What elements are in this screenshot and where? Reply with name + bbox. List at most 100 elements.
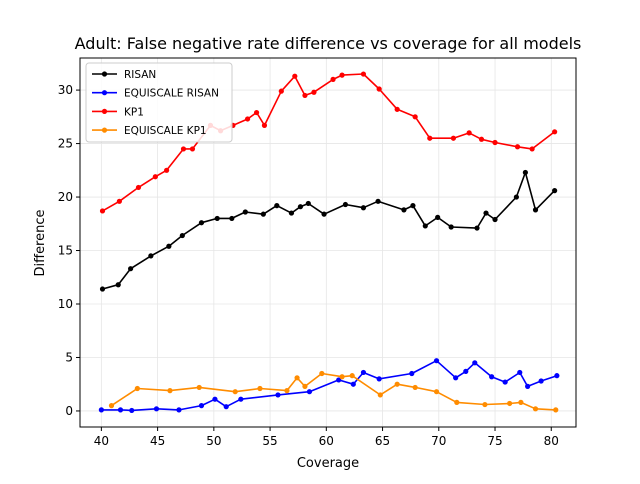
data-point-equiscale-risan (538, 378, 544, 384)
data-point-equiscale-risan (489, 374, 495, 380)
y-tick-label: 15 (58, 244, 73, 258)
data-point-risan (435, 214, 441, 220)
data-point-equiscale-kp1 (108, 403, 115, 409)
data-point-equiscale-risan (117, 407, 124, 413)
series-kp1 (99, 71, 558, 214)
legend-item-kp1: KP1 (92, 106, 144, 118)
plot-area-frame (79, 57, 577, 428)
data-point-risan (198, 220, 205, 226)
data-point-kp1 (278, 88, 284, 94)
legend-label: RISAN (124, 69, 156, 81)
legend-swatch-marker (101, 127, 108, 133)
data-point-equiscale-kp1 (377, 392, 383, 398)
y-tick-label: 20 (58, 190, 73, 204)
data-point-equiscale-risan (376, 376, 382, 382)
data-point-equiscale-kp1 (394, 381, 400, 387)
data-point-kp1 (330, 76, 336, 82)
data-point-risan (375, 198, 381, 204)
data-point-risan (128, 266, 134, 272)
legend: RISAN EQUISCALE RISAN KP1 EQUISCALE KP1 (85, 62, 233, 143)
legend-label: EQUISCALE RISAN (124, 88, 219, 100)
legend-label: KP1 (124, 106, 144, 118)
data-point-kp1 (189, 146, 196, 152)
data-point-equiscale-risan (336, 377, 342, 383)
series-risan (99, 169, 558, 292)
data-point-risan (448, 224, 454, 230)
data-point-risan (274, 203, 280, 209)
data-point-risan (229, 215, 235, 222)
data-point-risan (297, 204, 304, 210)
data-point-risan (321, 211, 327, 217)
data-point-risan (360, 205, 367, 211)
data-point-risan (305, 200, 311, 207)
chart-title: Adult: False negative rate difference vs… (75, 34, 582, 53)
data-point-equiscale-risan (223, 404, 229, 410)
y-tick-label: 5 (65, 350, 73, 364)
data-point-equiscale-risan (472, 360, 478, 366)
data-point-risan (214, 215, 220, 222)
data-point-equiscale-kp1 (507, 400, 513, 407)
x-axis-label: Coverage (297, 456, 359, 471)
data-point-equiscale-kp1 (412, 384, 418, 391)
data-point-equiscale-kp1 (232, 389, 238, 395)
legend-swatch-marker (101, 90, 108, 96)
data-point-kp1 (244, 116, 251, 122)
data-point-risan (179, 232, 185, 239)
data-point-equiscale-risan (212, 396, 218, 402)
data-point-equiscale-risan (306, 389, 313, 395)
data-point-kp1 (152, 174, 158, 180)
data-point-risan (288, 210, 295, 216)
data-point-risan (552, 188, 558, 194)
data-point-risan (99, 286, 106, 292)
x-tick-label: 55 (262, 434, 277, 448)
x-tick-label: 75 (487, 434, 502, 448)
y-tick-label: 25 (58, 137, 73, 151)
data-point-risan (148, 253, 154, 259)
data-point-equiscale-risan (98, 407, 104, 413)
data-point-kp1 (311, 89, 317, 95)
data-point-kp1 (253, 109, 260, 116)
data-point-risan (401, 207, 407, 213)
x-tick-label: 40 (94, 434, 109, 448)
data-point-kp1 (99, 208, 106, 214)
data-point-equiscale-kp1 (257, 385, 263, 392)
data-point-kp1 (339, 72, 345, 78)
data-point-equiscale-risan (463, 368, 469, 374)
data-point-kp1 (135, 184, 142, 191)
data-point-equiscale-kp1 (553, 407, 559, 413)
y-axis-ticks: 0 5 10 15 20 25 30 (58, 83, 80, 418)
legend-swatch-marker (101, 108, 108, 114)
x-tick-label: 50 (206, 434, 221, 448)
data-point-equiscale-kp1 (134, 385, 140, 392)
legend-item-equiscale-risan: EQUISCALE RISAN (92, 88, 219, 100)
data-point-equiscale-risan (453, 375, 459, 381)
x-tick-label: 45 (150, 434, 165, 448)
data-point-risan (483, 210, 489, 216)
data-point-equiscale-kp1 (433, 389, 440, 395)
data-point-risan (474, 225, 480, 231)
data-point-equiscale-risan (502, 379, 508, 385)
data-point-kp1 (116, 198, 122, 204)
data-point-equiscale-risan (525, 383, 531, 389)
data-point-equiscale-kp1 (339, 374, 345, 380)
data-point-equiscale-risan (360, 369, 367, 376)
x-tick-label: 80 (544, 434, 559, 448)
data-point-equiscale-risan (153, 406, 160, 412)
data-point-kp1 (427, 135, 433, 141)
data-point-risan (513, 194, 519, 200)
x-tick-label: 70 (431, 434, 446, 448)
y-tick-label: 0 (65, 404, 73, 418)
data-point-kp1 (302, 92, 308, 99)
data-point-equiscale-kp1 (454, 399, 460, 405)
data-point-equiscale-kp1 (302, 383, 308, 389)
data-point-kp1 (164, 167, 170, 173)
data-point-equiscale-risan (433, 358, 440, 364)
data-point-risan (532, 207, 539, 213)
data-point-risan (166, 243, 172, 249)
data-point-equiscale-kp1 (284, 388, 290, 394)
data-point-equiscale-kp1 (294, 375, 300, 381)
data-point-kp1 (261, 122, 268, 128)
series-equiscale-risan (98, 358, 560, 414)
series-lines (98, 71, 560, 414)
